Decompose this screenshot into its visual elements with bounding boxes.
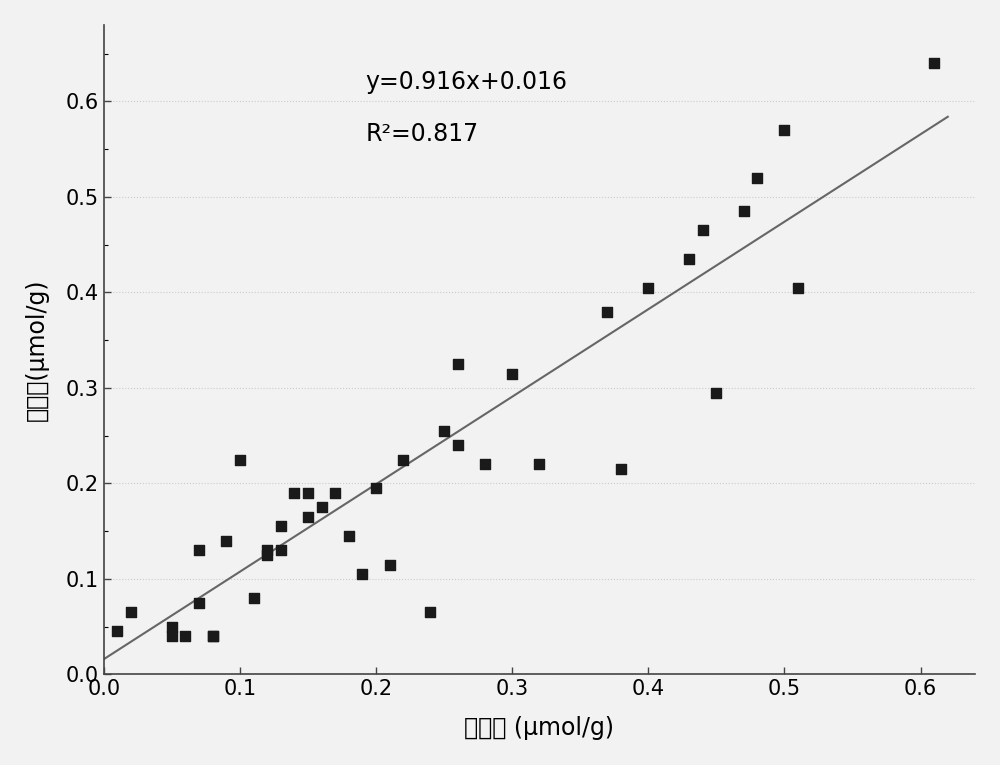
Point	[450, 358, 466, 370]
Point	[382, 558, 398, 571]
Point	[327, 487, 343, 499]
Text: y=0.916x+0.016: y=0.916x+0.016	[365, 70, 567, 94]
Point	[164, 620, 180, 633]
Y-axis label: 实测値(μmol/g): 实测値(μmol/g)	[25, 278, 49, 421]
Point	[395, 454, 411, 466]
Point	[218, 535, 234, 547]
Point	[354, 568, 370, 581]
Point	[640, 282, 656, 294]
Point	[422, 607, 438, 619]
Text: R²=0.817: R²=0.817	[365, 122, 478, 146]
Point	[736, 205, 752, 217]
Point	[708, 386, 724, 399]
Point	[205, 630, 221, 643]
Point	[232, 454, 248, 466]
Point	[191, 597, 207, 609]
Point	[776, 124, 792, 136]
Point	[504, 367, 520, 379]
Point	[926, 57, 942, 70]
Point	[300, 487, 316, 499]
Point	[164, 630, 180, 643]
Point	[123, 607, 139, 619]
Point	[477, 458, 493, 470]
Point	[341, 530, 357, 542]
Point	[368, 482, 384, 494]
Point	[450, 439, 466, 451]
Point	[191, 544, 207, 556]
Point	[259, 549, 275, 562]
Point	[531, 458, 547, 470]
Point	[286, 487, 302, 499]
Point	[599, 305, 615, 317]
Point	[695, 224, 711, 236]
Point	[300, 511, 316, 523]
Point	[205, 630, 221, 643]
Point	[273, 520, 289, 532]
X-axis label: 预测値 (μmol/g): 预测値 (μmol/g)	[464, 716, 614, 740]
Point	[314, 501, 330, 513]
Point	[749, 171, 765, 184]
Point	[436, 425, 452, 437]
Point	[790, 282, 806, 294]
Point	[246, 592, 262, 604]
Point	[273, 544, 289, 556]
Point	[109, 625, 125, 637]
Point	[259, 544, 275, 556]
Point	[681, 253, 697, 265]
Point	[613, 463, 629, 475]
Point	[177, 630, 193, 643]
